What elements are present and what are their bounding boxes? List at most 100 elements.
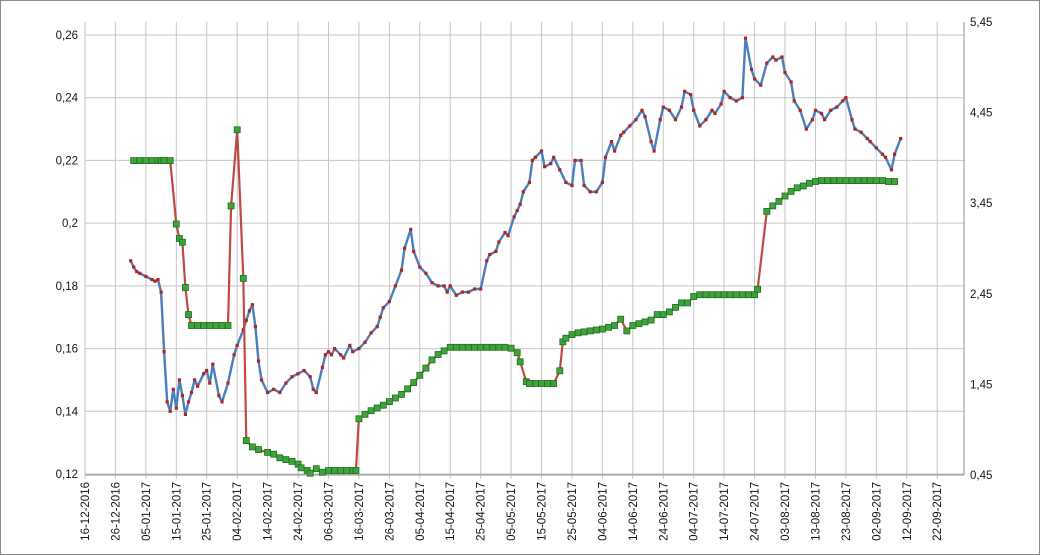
red-line-green-markers-marker	[629, 322, 637, 329]
red-line-green-markers-marker	[842, 177, 850, 185]
x-axis-tick-label: 03-08-2017	[780, 482, 792, 541]
red-line-green-markers-marker	[224, 322, 232, 329]
blue-line-red-markers-marker	[859, 130, 863, 134]
red-line-green-markers-marker	[617, 315, 625, 323]
red-line-green-markers-marker	[194, 322, 202, 329]
red-line-green-markers-marker	[428, 356, 436, 364]
blue-line-red-markers-marker	[460, 290, 464, 294]
red-line-green-markers-marker	[720, 291, 728, 299]
blue-line-red-markers-marker	[734, 99, 738, 103]
x-axis-tick-label: 24-02-2017	[293, 482, 305, 541]
blue-line-red-markers-marker	[643, 114, 647, 119]
blue-line-red-markers-marker	[710, 108, 714, 112]
blue-line-red-markers-marker	[342, 356, 346, 360]
blue-line-red-markers-marker	[403, 246, 407, 250]
red-line-green-markers-marker	[458, 343, 466, 351]
red-line-green-markers-marker	[623, 327, 631, 335]
red-line-green-markers-marker	[726, 291, 734, 299]
x-axis-tick-label: 26-12-2016	[110, 482, 122, 541]
red-line-green-markers-marker	[532, 380, 539, 387]
blue-line-red-markers-marker	[594, 190, 598, 194]
series-lines	[129, 36, 903, 477]
blue-line-red-markers-marker	[689, 93, 693, 97]
blue-line-red-markers-marker	[494, 249, 498, 253]
red-line-green-markers-marker	[754, 285, 761, 293]
blue-line-red-markers-marker	[348, 343, 352, 347]
blue-line-red-markers-marker	[865, 136, 869, 141]
red-line-green-markers-marker	[592, 326, 600, 334]
red-line-green-markers-marker	[312, 465, 320, 473]
red-line-green-markers-marker	[391, 394, 399, 402]
red-line-green-markers-marker	[181, 284, 189, 291]
left-axis-tick-label: 0,24	[56, 93, 79, 105]
blue-line-red-markers-marker	[473, 287, 477, 291]
left-axis-labels: 0,26 0,24 0,22 0,2 0,18 0,16 0,14 0,12	[56, 30, 79, 481]
blue-line-red-markers-marker	[168, 409, 172, 413]
blue-line-red-markers-marker	[217, 394, 221, 398]
red-line-green-markers-marker	[367, 407, 375, 415]
red-line-green-markers-marker	[769, 202, 777, 210]
blue-line-red-markers-marker	[399, 268, 404, 272]
blue-line-red-markers-marker	[810, 118, 814, 122]
left-axis-tick-label: 0,26	[56, 30, 78, 42]
red-line-green-markers-marker	[355, 415, 363, 423]
left-axis-tick-label: 0,2	[62, 218, 78, 230]
red-line-green-markers-marker	[331, 467, 339, 474]
blue-line-red-markers-marker	[600, 180, 604, 184]
blue-line-red-markers-marker	[205, 368, 209, 373]
blue-line-red-markers-marker	[661, 105, 665, 109]
blue-line-red-markers-marker	[272, 387, 276, 391]
red-line-green-markers-marker	[818, 177, 825, 185]
blue-line-red-markers-marker	[558, 168, 562, 172]
red-line-green-markers-marker	[166, 157, 174, 165]
red-line-green-markers-marker	[325, 467, 332, 474]
blue-line-red-markers-marker	[868, 140, 872, 144]
blue-line-red-markers-marker	[603, 155, 608, 159]
blue-line-red-markers-marker	[196, 384, 200, 388]
blue-line-red-markers-marker	[393, 284, 397, 288]
right-axis-tick-label: 3,45	[970, 198, 992, 210]
blue-line-red-markers-marker	[296, 372, 300, 376]
blue-line-red-markers-marker	[722, 89, 726, 93]
blue-line-red-markers-marker	[202, 372, 206, 376]
red-line-green-markers-marker	[343, 467, 351, 474]
blue-line-red-markers-path	[129, 36, 902, 416]
left-axis-tick-label: 0,22	[56, 155, 78, 167]
right-axis-tick-label: 0,45	[970, 470, 992, 482]
blue-line-red-markers-marker	[418, 265, 422, 269]
x-axis-tick-label: 05-04-2017	[415, 482, 427, 541]
x-axis-tick-label: 26-03-2017	[384, 482, 396, 541]
red-line-green-markers-marker	[318, 468, 326, 476]
blue-line-red-markers-marker	[792, 99, 796, 103]
blue-line-red-markers-marker	[186, 400, 191, 404]
x-axis-tick-label: 04-02-2017	[232, 482, 244, 541]
blue-line-red-markers-marker	[704, 118, 708, 122]
blue-line-red-markers-marker	[549, 162, 553, 166]
red-line-green-markers-marker	[544, 380, 551, 387]
blue-line-red-markers-marker	[564, 180, 568, 184]
red-line-green-markers-marker	[666, 308, 673, 316]
blue-line-red-markers-marker	[430, 281, 434, 285]
blue-line-red-markers-marker	[144, 274, 148, 279]
red-line-green-markers-marker	[385, 398, 393, 406]
red-line-green-markers-marker	[440, 347, 448, 355]
blue-line-red-markers-marker	[850, 118, 854, 122]
blue-line-red-markers-marker	[783, 71, 787, 75]
blue-line-red-markers-marker	[333, 347, 337, 351]
red-line-green-markers-marker	[373, 404, 381, 412]
blue-line-red-markers-marker	[235, 343, 239, 347]
blue-line-red-markers-marker	[256, 359, 261, 363]
blue-line-red-markers-marker	[679, 105, 684, 109]
red-line-green-markers-marker	[580, 328, 588, 336]
red-line-green-markers-marker	[866, 177, 874, 185]
red-line-green-markers-marker	[732, 291, 740, 299]
blue-line-red-markers-marker	[357, 347, 361, 351]
red-line-green-markers-marker	[477, 343, 485, 351]
red-line-green-markers-marker	[708, 291, 716, 299]
blue-line-red-markers-marker	[634, 118, 638, 122]
x-axis-tick-label: 16-12-2016	[80, 482, 92, 541]
blue-line-red-markers-marker	[448, 284, 452, 288]
blue-line-red-markers-marker	[692, 108, 696, 112]
blue-line-red-markers-marker	[266, 390, 270, 395]
